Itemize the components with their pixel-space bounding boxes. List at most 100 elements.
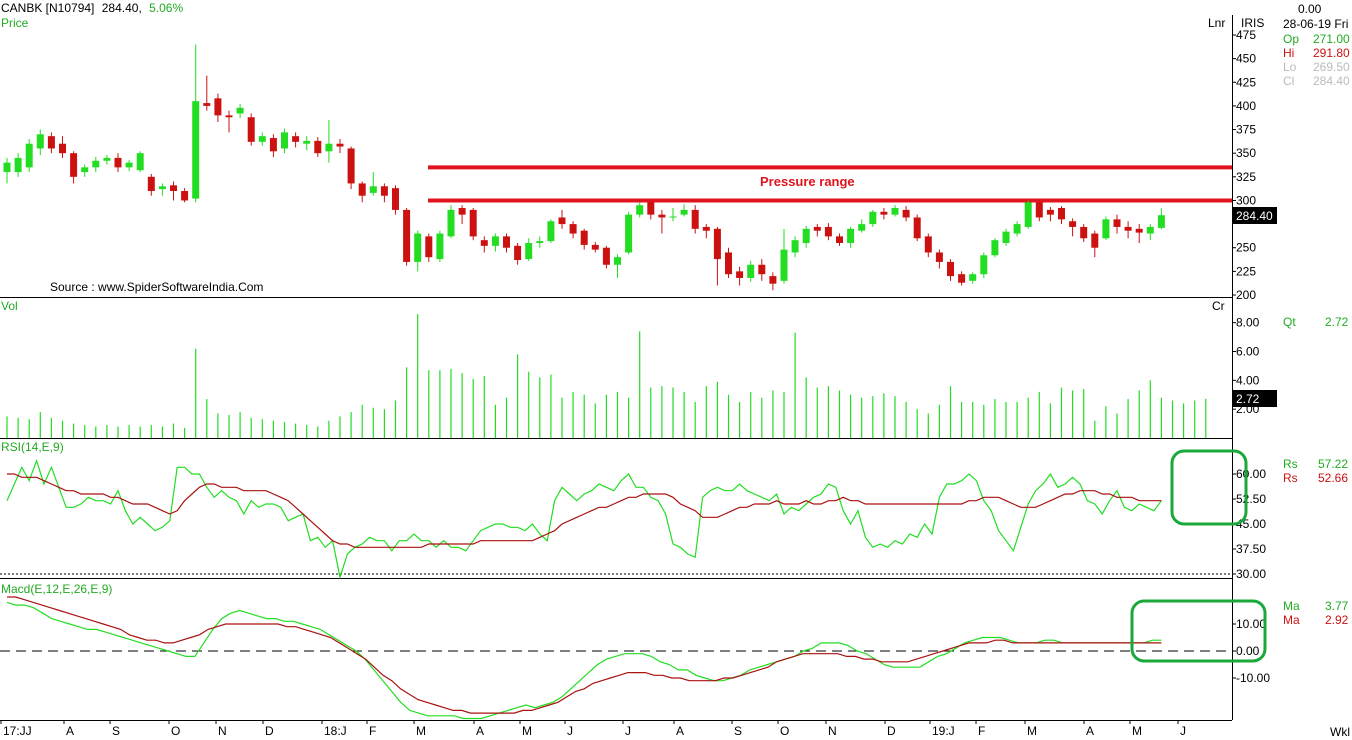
candle-body [1146, 226, 1154, 234]
candle-body [358, 183, 366, 196]
macd-highlight-box [1130, 599, 1267, 663]
x-axis-label: A [676, 724, 684, 738]
period-label[interactable]: Wkl [1330, 725, 1350, 739]
change-percent: 5.06% [149, 1, 184, 15]
candle-body [847, 228, 855, 243]
x-axis-label: F [978, 724, 985, 738]
rsi-tick-label: 30.00 [1236, 567, 1266, 581]
candle-body [25, 143, 33, 168]
candle-body [836, 236, 843, 243]
candle-body [1091, 233, 1099, 248]
candle-body [1046, 209, 1054, 215]
x-axis-label: O [780, 724, 789, 738]
x-axis-label: N [828, 724, 837, 738]
price-tick-label: 450 [1236, 52, 1256, 66]
macd-label: Ma [1283, 599, 1300, 613]
candle-body [713, 228, 721, 260]
candle-body [247, 117, 255, 142]
candle-body [947, 261, 954, 277]
x-axis-labels: 17:JJ A S O N D 18:J F M A M J J A S O N D 19:J F M A M J [0, 720, 1186, 738]
candle-body [680, 209, 688, 215]
candle-body [425, 236, 433, 258]
candle-body [214, 98, 222, 116]
candle-body [147, 176, 155, 191]
price-current-tag-bg [1233, 207, 1277, 224]
x-axis-label: A [66, 724, 74, 738]
volume-tick-label: 6.00 [1236, 344, 1260, 358]
candle-body [736, 271, 744, 278]
candle-body [81, 167, 89, 173]
candle-body [1013, 224, 1021, 234]
candle-body [880, 211, 888, 215]
volume-bars [6, 314, 1207, 438]
x-axis-label: F [369, 724, 376, 738]
candle-body [369, 186, 377, 193]
candle-body [891, 208, 899, 215]
macd-line [6, 601, 1162, 720]
candle-body [536, 241, 544, 243]
candle-body [591, 244, 599, 250]
candle-body [403, 209, 411, 262]
symbol-name: CANBK [N10794] [1, 1, 95, 15]
candle-body [192, 101, 200, 199]
candle-body [1069, 221, 1077, 227]
candle-body [103, 157, 111, 161]
candle-body [691, 209, 699, 229]
candle-body [1024, 202, 1032, 227]
rsi-signal-line [7, 473, 1162, 548]
x-axis-label: J [1180, 724, 1186, 738]
x-axis-label: M [522, 724, 532, 738]
macd-signal-value: 2.92 [1325, 613, 1349, 627]
last-price: 284.40, [101, 1, 142, 15]
high-label: Hi [1283, 46, 1295, 60]
qt-value: 2.72 [1325, 315, 1349, 329]
candle-body [447, 209, 455, 237]
high-value: 291.80 [1313, 46, 1350, 60]
candle-body [935, 252, 943, 262]
candle-body [70, 153, 78, 177]
candle-body [303, 140, 311, 144]
price-tick-label: 300 [1236, 193, 1256, 207]
candle-body [636, 205, 644, 215]
candle-body [14, 157, 22, 173]
candle-body [702, 226, 710, 231]
scale-mode-label[interactable]: Lnr [1208, 16, 1226, 30]
candle-body [181, 191, 189, 201]
candle-body [1124, 226, 1132, 231]
candle-body [991, 240, 999, 256]
open-value: 271.00 [1313, 32, 1350, 46]
candle-body [658, 214, 666, 218]
macd-tick-label: -10.00 [1236, 671, 1270, 685]
x-axis-label: D [265, 724, 274, 738]
candle-body [625, 214, 633, 253]
rsi-tick-label: 37.50 [1236, 542, 1266, 556]
symbol-title: CANBK [N10794] 284.40, 5.06% [1, 1, 183, 15]
candle-body [436, 233, 444, 260]
rsi-value: 57.22 [1318, 457, 1349, 471]
close-value: 284.40 [1313, 74, 1350, 88]
candle-body [314, 140, 322, 154]
x-axis-label: J [567, 724, 573, 738]
candle-body [59, 143, 66, 154]
candle-body [924, 236, 932, 253]
candle-body [858, 224, 866, 231]
candle-body [92, 160, 100, 168]
x-axis-label: 17:JJ [3, 724, 32, 738]
candle-body [225, 115, 233, 118]
price-current-tag: 284.40 [1236, 209, 1273, 223]
price-tick-label: 475 [1236, 28, 1256, 42]
low-value: 269.50 [1313, 60, 1350, 74]
candle-body [170, 185, 177, 191]
x-axis-label: D [887, 724, 896, 738]
candle-body [503, 236, 510, 248]
candle-body [747, 264, 755, 278]
candle-body [791, 240, 799, 253]
rsi-lines [0, 458, 1232, 580]
macd-panel-label: Macd(E,12,E,26,E,9) [1, 582, 113, 596]
panel-frames [0, 15, 1233, 721]
macd-signal-line [7, 596, 1162, 714]
candle-body [414, 233, 422, 262]
candle-body [292, 136, 300, 142]
rsi-label: Rs [1283, 457, 1298, 471]
info-date: 28-06-19 Fri [1283, 17, 1349, 31]
